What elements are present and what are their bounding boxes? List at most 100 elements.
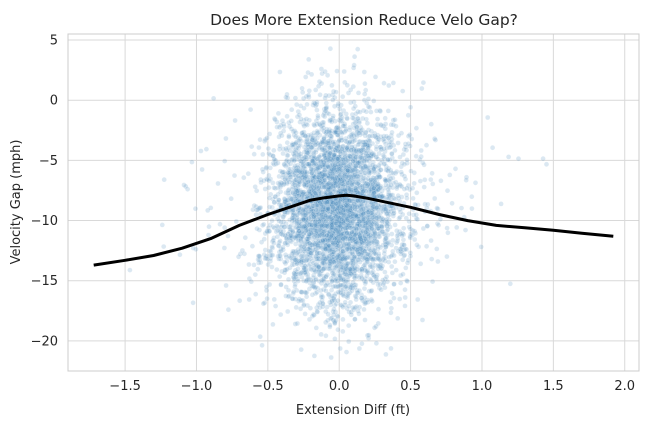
- scatter-point: [292, 224, 298, 230]
- scatter-point: [341, 242, 348, 248]
- scatter-point: [373, 186, 379, 192]
- scatter-point: [344, 196, 350, 203]
- scatter-point: [336, 216, 342, 222]
- scatter-point: [303, 116, 310, 122]
- scatter-point: [325, 205, 331, 212]
- scatter-point: [327, 212, 333, 218]
- scatter-point: [391, 281, 397, 287]
- scatter-point: [327, 265, 333, 271]
- scatter-point: [310, 174, 316, 180]
- scatter-point: [286, 187, 292, 193]
- scatter-point: [259, 342, 265, 348]
- scatter-point: [355, 142, 361, 148]
- scatter-point: [259, 239, 265, 245]
- scatter-point: [295, 208, 301, 214]
- scatter-point: [329, 315, 335, 322]
- scatter-point: [315, 245, 321, 251]
- scatter-point: [378, 167, 384, 173]
- scatter-point: [356, 236, 362, 243]
- scatter-point: [271, 162, 277, 168]
- scatter-point: [406, 211, 412, 217]
- scatter-point: [275, 180, 281, 186]
- scatter-point: [319, 260, 325, 267]
- scatter-point: [367, 248, 374, 254]
- scatter-point: [280, 244, 286, 250]
- scatter-point: [326, 202, 332, 208]
- scatter-point: [405, 133, 412, 139]
- scatter-point: [309, 170, 315, 176]
- scatter-point: [294, 320, 301, 327]
- scatter-point: [351, 163, 358, 169]
- scatter-point: [215, 180, 221, 187]
- scatter-point: [317, 164, 323, 170]
- scatter-point: [302, 249, 308, 255]
- scatter-point: [315, 129, 321, 135]
- scatter-point: [337, 221, 344, 227]
- scatter-point: [335, 229, 341, 236]
- scatter-point: [346, 214, 353, 220]
- scatter-point: [329, 236, 336, 243]
- scatter-point: [325, 143, 331, 149]
- scatter-point: [334, 208, 340, 214]
- scatter-point: [397, 206, 403, 212]
- scatter-point: [402, 141, 409, 147]
- scatter-point: [347, 248, 353, 254]
- scatter-point: [335, 164, 341, 170]
- scatter-point: [314, 233, 320, 239]
- scatter-point: [326, 243, 332, 249]
- scatter-point: [403, 265, 409, 271]
- scatter-point: [420, 160, 426, 166]
- scatter-point: [356, 267, 363, 274]
- scatter-point: [388, 139, 395, 146]
- scatter-point: [339, 223, 345, 229]
- scatter-point: [345, 212, 352, 218]
- scatter-point: [336, 138, 342, 144]
- scatter-point: [358, 214, 364, 221]
- scatter-point: [376, 193, 382, 200]
- scatter-point: [317, 159, 324, 165]
- scatter-point: [312, 164, 318, 170]
- scatter-point: [378, 122, 385, 129]
- scatter-point: [383, 208, 389, 214]
- scatter-point: [305, 189, 311, 195]
- scatter-point: [285, 276, 292, 283]
- scatter-point: [292, 95, 299, 101]
- scatter-point: [334, 211, 341, 218]
- scatter-point: [228, 196, 234, 202]
- x-axis-ticks: −1.5 −1.0 −0.5 0.0 0.5 1.0 1.5 2.0: [109, 379, 635, 394]
- scatter-point: [314, 186, 321, 192]
- scatter-point: [334, 262, 340, 268]
- scatter-point: [356, 220, 362, 227]
- scatter-point: [291, 276, 298, 282]
- scatter-point: [350, 115, 356, 121]
- scatter-point: [346, 186, 353, 192]
- scatter-point: [316, 154, 322, 160]
- scatter-point: [302, 209, 308, 215]
- scatter-point: [355, 90, 362, 96]
- scatter-point: [362, 81, 368, 87]
- scatter-point: [321, 273, 327, 279]
- scatter-point: [404, 195, 410, 201]
- scatter-point: [310, 156, 316, 162]
- scatter-point: [332, 176, 338, 183]
- scatter-point: [349, 256, 356, 262]
- scatter-point: [418, 154, 424, 160]
- scatter-point: [293, 185, 299, 191]
- scatter-point: [361, 306, 367, 313]
- scatter-point: [340, 197, 346, 203]
- scatter-point: [206, 224, 212, 230]
- scatter-point: [302, 223, 308, 229]
- scatter-point: [354, 264, 361, 270]
- scatter-point: [277, 253, 283, 259]
- scatter-point: [296, 112, 303, 118]
- scatter-point: [327, 46, 334, 52]
- scatter-point: [312, 160, 318, 166]
- scatter-point: [255, 257, 261, 263]
- scatter-point: [251, 203, 257, 209]
- scatter-point: [317, 164, 323, 170]
- scatter-point: [331, 218, 338, 225]
- scatter-point: [332, 214, 338, 220]
- scatter-point: [373, 154, 379, 160]
- scatter-point: [291, 148, 298, 155]
- scatter-point: [388, 310, 394, 316]
